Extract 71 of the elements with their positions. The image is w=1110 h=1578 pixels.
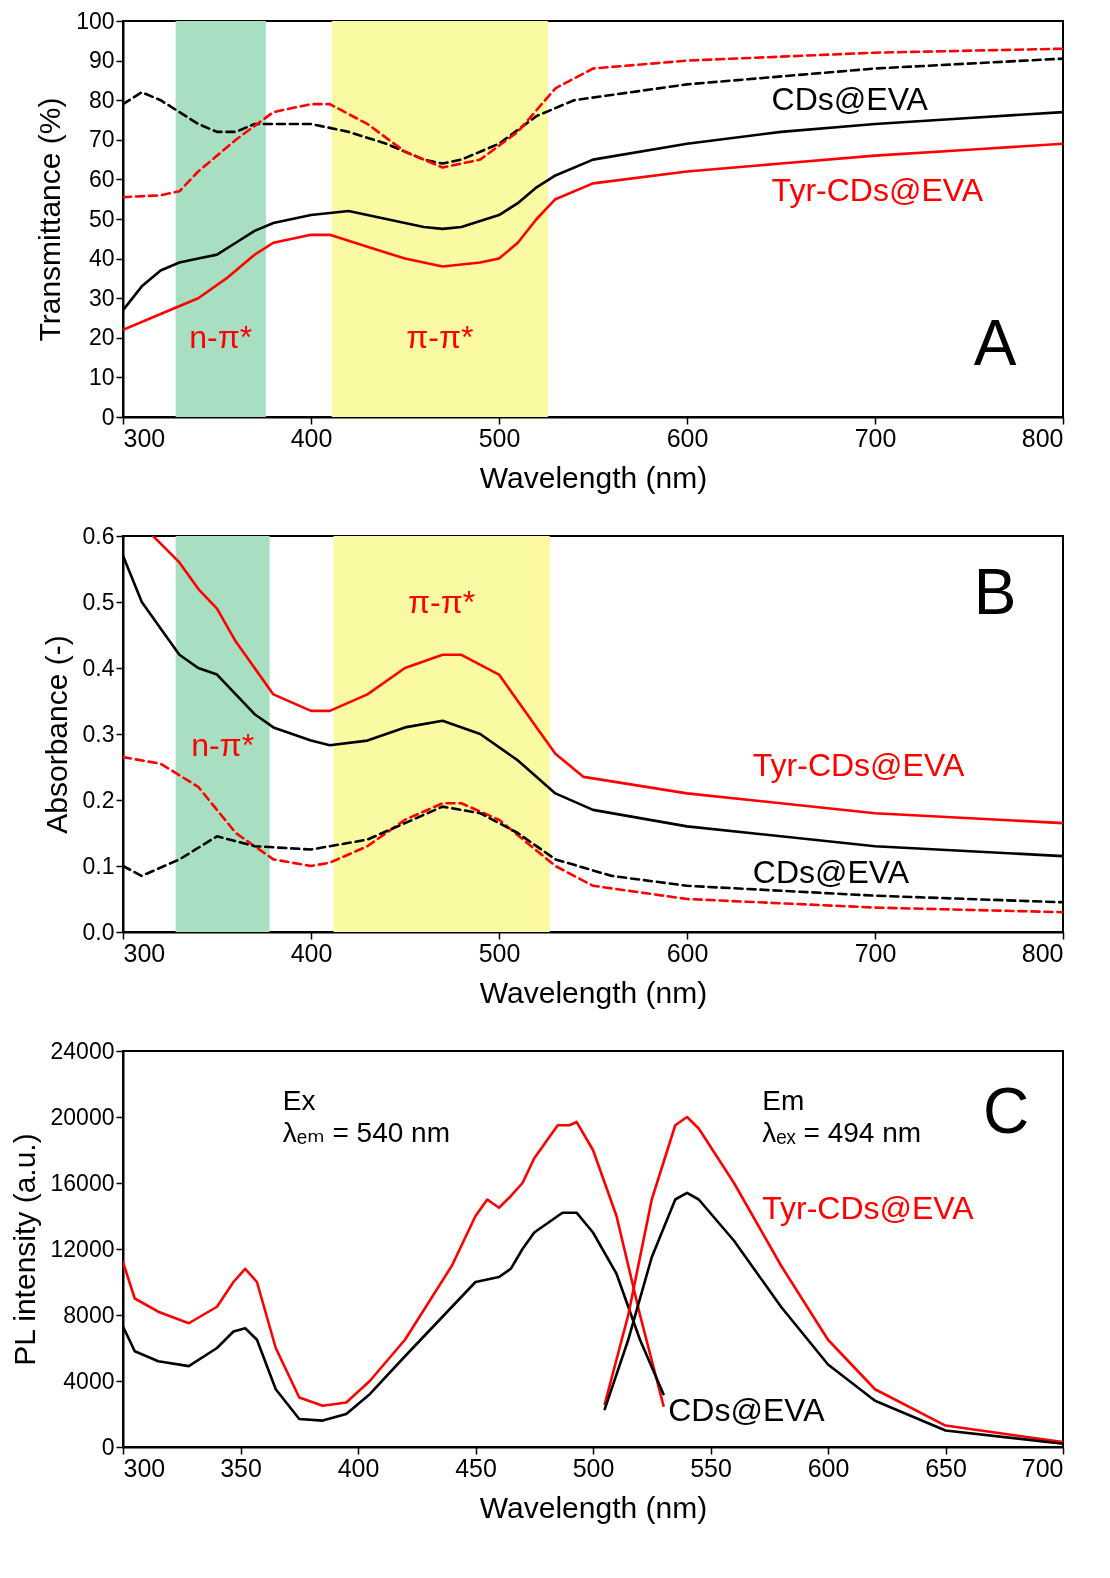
line-series: [151, 536, 1063, 825]
series-label: Tyr-CDs@EVA: [771, 172, 984, 209]
y-tick-label: 4000: [63, 1367, 115, 1394]
y-axis-title: Transmittance (%): [33, 97, 67, 342]
x-tick-label: 300: [123, 423, 166, 452]
y-tick-label: 60: [88, 165, 115, 192]
y-tick-label: 16000: [50, 1169, 115, 1196]
band-label: n-π*: [191, 726, 255, 763]
x-tick-label: 350: [220, 1453, 262, 1482]
series-label: Tyr-CDs@EVA: [762, 1190, 975, 1227]
x-tick-label: 500: [478, 423, 521, 452]
annotation: A: [973, 306, 1017, 379]
x-tick-label: 650: [925, 1453, 967, 1482]
y-tick-label: 0.6: [82, 522, 115, 549]
y-tick-label: 0.5: [82, 588, 115, 615]
annotation: C: [983, 1075, 1030, 1148]
x-tick-label: 600: [666, 423, 709, 452]
y-tick-label: 50: [88, 205, 115, 232]
annotation: Ex: [282, 1085, 316, 1117]
x-axis-title: Wavelength (nm): [479, 1490, 708, 1524]
x-tick-label: 400: [290, 423, 333, 452]
x-tick-label: 500: [572, 1453, 615, 1482]
y-tick-label: 12000: [50, 1235, 115, 1262]
y-tick-label: 10: [88, 363, 115, 390]
x-tick-label: 600: [666, 938, 709, 967]
y-tick-label: 0: [101, 1433, 115, 1460]
x-tick-label: 800: [1021, 423, 1064, 452]
y-tick-label: 40: [88, 245, 115, 272]
x-tick-label: 600: [807, 1453, 850, 1482]
y-tick-label: 0.2: [82, 786, 115, 813]
y-tick-label: 70: [88, 126, 115, 153]
annotation: λₑₘ = 540 nm: [282, 1117, 450, 1149]
x-tick-label: 400: [337, 1453, 380, 1482]
x-tick-label: 500: [478, 938, 521, 967]
x-axis-title: Wavelength (nm): [479, 975, 708, 1009]
y-tick-label: 80: [88, 86, 115, 113]
annotation: B: [973, 556, 1017, 629]
y-tick-label: 90: [88, 47, 115, 74]
x-tick-label: 700: [854, 423, 897, 452]
y-tick-label: 20: [88, 324, 115, 351]
y-tick-label: 0.3: [82, 720, 115, 747]
x-tick-label: 700: [1021, 1453, 1064, 1482]
y-tick-label: 0: [101, 403, 115, 430]
x-axis-title: Wavelength (nm): [479, 460, 708, 494]
annotation: λₑₓ = 494 nm: [762, 1117, 922, 1149]
y-tick-label: 24000: [50, 1037, 115, 1064]
y-tick-label: 20000: [50, 1103, 115, 1130]
x-tick-label: 300: [123, 1453, 166, 1482]
y-tick-label: 100: [76, 7, 115, 34]
band-label: π-π*: [408, 584, 476, 621]
band-label: π-π*: [406, 318, 474, 355]
y-tick-label: 8000: [63, 1301, 115, 1328]
series-label: Tyr-CDs@EVA: [752, 746, 965, 783]
annotation: Em: [762, 1085, 805, 1117]
x-tick-label: 550: [690, 1453, 732, 1482]
y-tick-label: 0.0: [82, 918, 115, 945]
x-tick-label: 300: [123, 938, 166, 967]
series-label: CDs@EVA: [752, 853, 910, 890]
y-tick-label: 0.4: [82, 654, 115, 681]
y-axis-title: Absorbance (-): [39, 635, 73, 834]
line-series: [123, 755, 1063, 914]
series-label: CDs@EVA: [771, 81, 929, 118]
y-tick-label: 30: [88, 284, 115, 311]
x-tick-label: 700: [854, 938, 897, 967]
series-label: CDs@EVA: [668, 1392, 826, 1429]
y-axis-title: PL intensity (a.u.): [7, 1133, 41, 1366]
x-tick-label: 800: [1021, 938, 1064, 967]
y-tick-label: 0.1: [82, 852, 115, 879]
band-label: n-π*: [189, 318, 253, 355]
x-tick-label: 400: [290, 938, 333, 967]
x-tick-label: 450: [455, 1453, 497, 1482]
